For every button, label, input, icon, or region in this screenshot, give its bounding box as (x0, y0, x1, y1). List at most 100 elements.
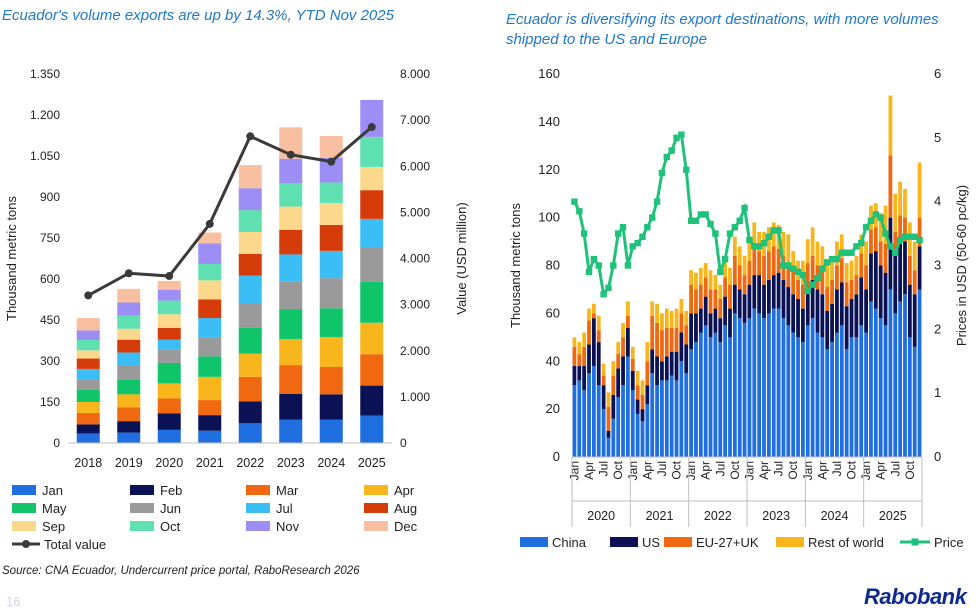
x-tick-label: Jan (742, 461, 756, 480)
bar-segment-rest-of-world (713, 275, 718, 290)
legend-swatch-sep (12, 521, 36, 531)
bar-segment-eu-27-uk (762, 255, 766, 285)
bar-segment-feb (238, 401, 262, 424)
bar-segment-may (319, 308, 343, 337)
bar-segment-us (757, 275, 762, 314)
bar-segment-us (737, 289, 742, 319)
bar-segment-china (917, 289, 922, 457)
legend-label: Jun (160, 501, 181, 516)
price-point (614, 230, 622, 237)
bar-segment-aug (319, 224, 343, 251)
price-point (624, 262, 632, 269)
bar-segment-us (766, 279, 771, 314)
price-point (726, 230, 734, 237)
bar-segment-china (786, 325, 791, 457)
bar-segment-oct (360, 136, 384, 167)
bar-segment-china (664, 380, 669, 457)
bar-segment-us (912, 294, 917, 347)
y2-tick-label: 7.000 (400, 113, 430, 127)
bar-segment-feb (279, 393, 303, 420)
bar-segment-jul (157, 339, 181, 350)
bar-segment-us (616, 368, 621, 398)
price-point (600, 291, 607, 298)
y2-axis-label: Value (USD million) (454, 202, 469, 314)
year-label: 2021 (646, 509, 674, 523)
bar-segment-eu-27-uk (766, 251, 771, 280)
bar-segment-china (757, 313, 762, 457)
bar-segment-us (611, 394, 616, 419)
bar-segment-china (781, 318, 786, 457)
bar-segment-jun (360, 247, 384, 282)
price-point (794, 268, 802, 276)
bar-segment-china (718, 342, 723, 457)
bar-segment-nov (198, 243, 222, 264)
price-point (760, 239, 768, 247)
bar-segment-mar (76, 412, 100, 425)
x-tick-label: Oct (845, 460, 859, 479)
legend-swatch-feb (130, 485, 154, 495)
year-label: 2024 (821, 509, 849, 523)
x-tick-label: Jan (859, 461, 873, 480)
bar-segment-china (883, 325, 888, 457)
x-tick-label: Apr (757, 461, 771, 480)
price-point (692, 217, 700, 225)
bar-segment-eu-27-uk (878, 241, 883, 266)
bar-segment-eu-27-uk (801, 284, 805, 309)
price-point (746, 236, 753, 244)
bar-segment-rest-of-world (752, 222, 757, 247)
price-point (814, 275, 821, 282)
price-point (653, 198, 661, 205)
bar-segment-rest-of-world (898, 181, 903, 216)
bar-segment-us (839, 282, 844, 326)
total-value-point (205, 219, 214, 228)
bar-segment-eu-27-uk (703, 277, 708, 297)
bar-segment-china (679, 361, 684, 457)
bar-segment-us (810, 279, 815, 319)
bar-segment-china (582, 389, 587, 457)
bar-segment-us (679, 332, 684, 362)
rabobank-logo: Rabobank (864, 584, 967, 609)
bar-segment-us (601, 385, 606, 410)
legend-swatch (664, 537, 692, 547)
bar-segment-us (587, 344, 591, 374)
bar-segment-rest-of-world (650, 301, 655, 316)
bar-segment-china (869, 301, 873, 457)
bar-segment-rest-of-world (572, 337, 577, 347)
bar-segment-apr (157, 383, 181, 399)
bar-segment-eu-27-uk (572, 346, 577, 367)
bar-segment-china (635, 413, 640, 457)
bar-segment-eu-27-uk (820, 270, 825, 295)
bar-segment-apr (360, 322, 384, 355)
bar-segment-china (713, 332, 718, 457)
bar-segment-china (771, 308, 776, 457)
bar-segment-apr (76, 402, 100, 413)
bar-segment-china (660, 380, 664, 457)
bar-segment-us (669, 351, 674, 376)
right-chart-title: Ecuador is diversifying its export desti… (506, 11, 939, 48)
bar-segment-sep (157, 314, 181, 328)
bar-segment-us (577, 366, 582, 381)
x-tick-label: Apr (874, 461, 888, 480)
price-point (780, 262, 787, 269)
bar-segment-mar (319, 367, 343, 395)
bar-segment-us (635, 399, 640, 414)
bar-segment-jan (319, 419, 343, 443)
bar-segment-us (606, 430, 611, 438)
bar-segment-rest-of-world (888, 95, 893, 156)
bar-segment-jan (117, 432, 141, 443)
bar-segment-rest-of-world (732, 236, 737, 256)
bar-segment-rest-of-world (844, 263, 849, 283)
total-value-line (87, 125, 373, 297)
y-tick-label: 600 (40, 272, 60, 286)
bar-segment-eu-27-uk (854, 275, 859, 295)
bar-segment-us (869, 253, 873, 302)
bar-segment-eu-27-uk (864, 265, 868, 290)
bar-segment-rest-of-world (694, 272, 698, 290)
x-tick-label: Jul (888, 461, 902, 476)
x-tick-label: Jul (830, 461, 844, 476)
legend-swatch-jun (130, 503, 154, 513)
total-value-point (286, 150, 295, 159)
y2-tick-label: 5 (934, 130, 941, 145)
y-tick-label: 300 (40, 354, 60, 368)
y2-tick-label: 1.000 (400, 390, 430, 404)
